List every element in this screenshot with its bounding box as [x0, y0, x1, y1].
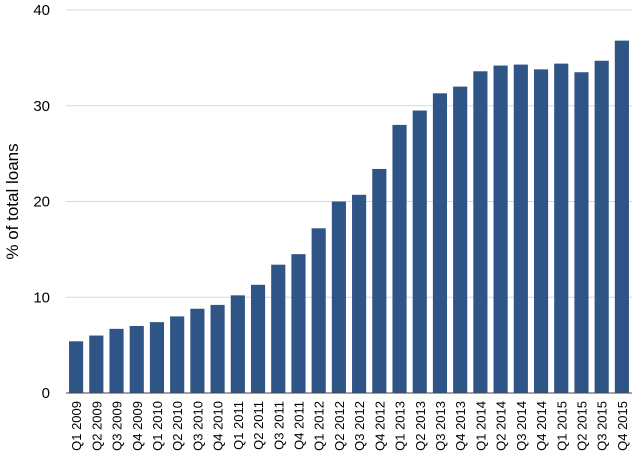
y-tick-label: 10 [33, 289, 50, 306]
bar [271, 264, 286, 393]
x-axis-ticks: Q1 2009 Q2 2009 Q3 2009 Q4 2009 Q1 2010 Q2 20… [69, 401, 630, 451]
x-tick-label: Q1 2012 [312, 401, 327, 451]
bar [149, 322, 165, 393]
bar [594, 60, 609, 394]
bar [69, 341, 84, 393]
x-tick-label: Q4 2012 [372, 401, 387, 451]
bar [392, 124, 407, 394]
bar [311, 228, 326, 393]
bar [129, 325, 144, 393]
x-tick-label: Q2 2014 [494, 401, 509, 451]
bar [190, 308, 205, 393]
bar [493, 65, 508, 393]
y-axis-label: % of total loans [3, 143, 22, 259]
x-tick-label: Q1 2011 [231, 401, 246, 450]
bar [109, 328, 124, 393]
x-tick-label: Q4 2010 [211, 401, 226, 451]
x-tick-label: Q2 2012 [332, 401, 347, 451]
x-tick-label: Q4 2009 [130, 401, 145, 451]
bar [170, 316, 185, 393]
x-tick-label: Q1 2014 [473, 401, 488, 451]
bar [210, 304, 225, 393]
bar [331, 201, 346, 393]
bar [230, 295, 245, 393]
bar [250, 284, 266, 393]
x-tick-label: Q1 2009 [69, 401, 84, 451]
x-tick-label: Q1 2015 [554, 401, 569, 451]
x-tick-label: Q2 2010 [170, 401, 185, 451]
bars [69, 40, 629, 394]
x-tick-label: Q3 2010 [190, 401, 205, 451]
x-tick-label: Q4 2011 [291, 401, 306, 450]
x-tick-label: Q2 2009 [89, 401, 104, 451]
x-tick-label: Q1 2010 [150, 401, 165, 451]
bar [291, 254, 306, 393]
bar [412, 110, 427, 393]
bar [574, 72, 589, 394]
x-tick-label: Q3 2013 [433, 401, 448, 451]
x-tick-label: Q4 2015 [615, 401, 630, 451]
bar [533, 69, 549, 394]
bar [352, 194, 367, 393]
x-tick-label: Q3 2014 [514, 401, 529, 451]
bar [554, 63, 569, 394]
x-tick-label: Q2 2011 [251, 401, 266, 450]
bar [614, 40, 629, 393]
bar [453, 86, 468, 393]
y-tick-label: 0 [42, 385, 50, 402]
bar [432, 93, 448, 394]
bar [513, 64, 528, 393]
x-tick-label: Q3 2011 [271, 401, 286, 450]
x-tick-label: Q2 2013 [413, 401, 428, 451]
bar [89, 335, 104, 393]
x-tick-label: Q1 2013 [393, 401, 408, 451]
y-tick-label: 40 [33, 2, 50, 19]
bar [473, 71, 488, 393]
x-tick-label: Q3 2012 [352, 401, 367, 451]
y-tick-label: 30 [33, 98, 50, 115]
y-axis-ticks: 0 10 20 30 40 [33, 2, 50, 402]
y-tick-label: 20 [33, 194, 50, 211]
x-tick-label: Q2 2015 [574, 401, 589, 451]
x-tick-label: Q3 2015 [595, 401, 610, 451]
bar [372, 168, 387, 393]
x-tick-label: Q4 2013 [453, 401, 468, 451]
x-tick-label: Q4 2014 [534, 401, 549, 451]
x-tick-label: Q3 2009 [110, 401, 125, 451]
